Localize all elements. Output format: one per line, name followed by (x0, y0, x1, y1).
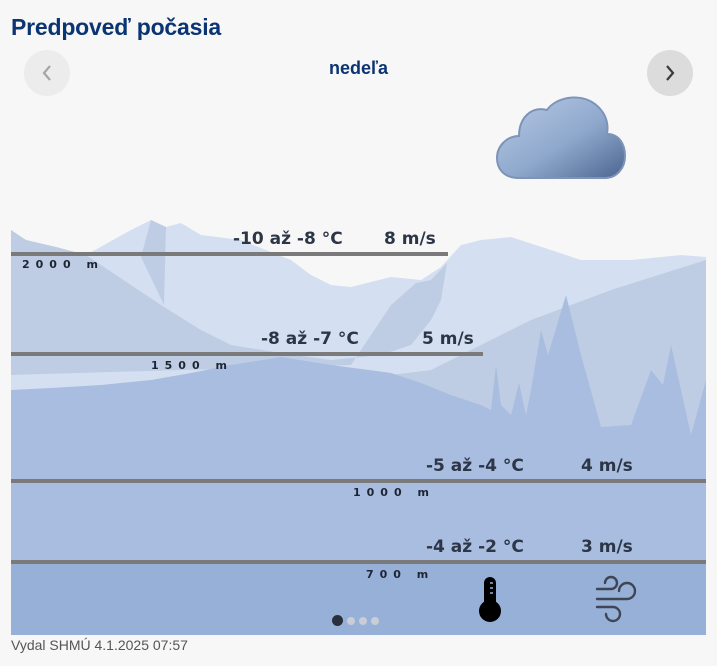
previous-day-button[interactable] (24, 50, 70, 96)
level-line-1000 (11, 479, 706, 483)
level-line-700 (11, 560, 706, 564)
wind-value: 3 m/s (581, 537, 633, 557)
pagination-dot-4[interactable] (371, 616, 379, 625)
temperature-value: -10 až -8 °C (233, 229, 343, 249)
cloud-icon (495, 96, 630, 187)
next-day-button[interactable] (647, 50, 693, 96)
temperature-value: -4 až -2 °C (426, 537, 524, 557)
page-title: Predpoveď počasia (11, 14, 221, 40)
level-line-1500 (11, 352, 483, 356)
altitude-label: 700 m (366, 568, 435, 581)
pagination-dot-1[interactable] (332, 615, 343, 626)
mountain-background (11, 220, 706, 635)
level-line-2000 (11, 252, 448, 256)
temperature-value: -8 až -7 °C (261, 329, 359, 349)
thermometer-icon (477, 575, 503, 628)
pagination-dots (332, 615, 379, 626)
wind-value: 4 m/s (581, 456, 633, 476)
day-label: nedeľa (329, 58, 388, 78)
pagination-dot-3[interactable] (359, 616, 367, 625)
altitude-label: 1500 m (151, 359, 233, 372)
wind-value: 8 m/s (384, 229, 436, 249)
wind-value: 5 m/s (422, 329, 474, 349)
chevron-right-icon (666, 65, 675, 81)
issued-by-text: Vydal SHMÚ 4.1.2025 07:57 (11, 637, 188, 653)
pagination-dot-2[interactable] (347, 616, 355, 625)
wind-icon (593, 573, 641, 630)
mountain-forecast-panel: 2000 m -10 až -8 °C 8 m/s 1500 m -8 až -… (11, 205, 706, 635)
altitude-label: 2000 m (22, 258, 104, 271)
altitude-label: 1000 m (353, 486, 435, 499)
temperature-value: -5 až -4 °C (426, 456, 524, 476)
chevron-left-icon (42, 65, 51, 81)
